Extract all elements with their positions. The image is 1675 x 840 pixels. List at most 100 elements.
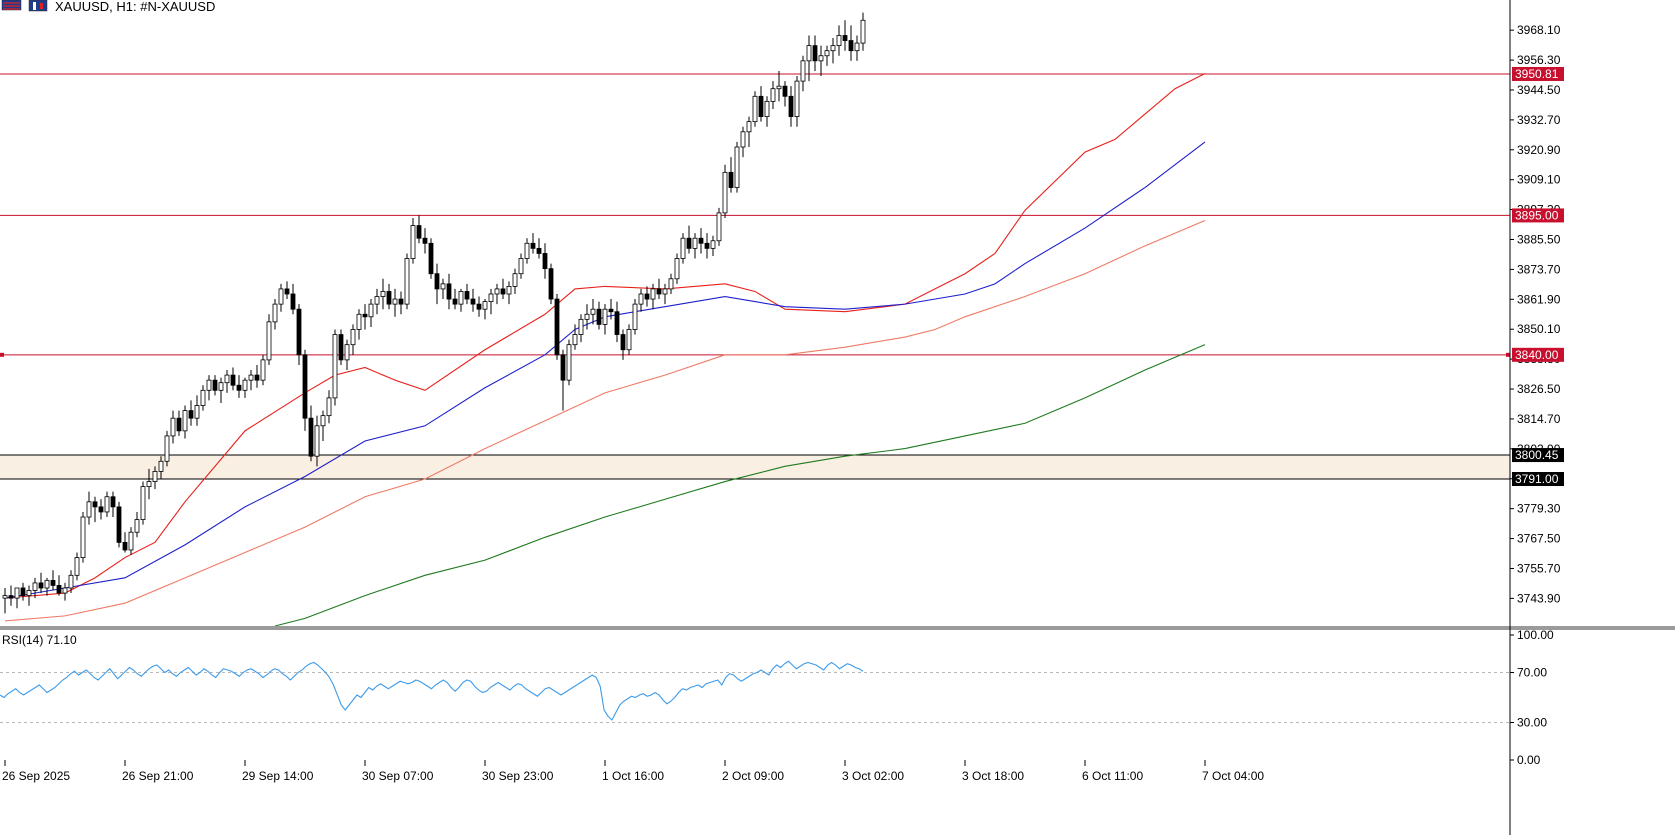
candle	[680, 233, 686, 264]
bullish-candle-body	[206, 379, 212, 391]
bearish-candle-body	[656, 288, 662, 295]
rsi-label: RSI(14) 71.10	[2, 633, 77, 647]
candle	[158, 456, 164, 480]
candle	[488, 288, 494, 315]
bearish-candle-body	[542, 253, 548, 270]
bullish-candle-body	[584, 313, 590, 320]
level-handle-left[interactable]	[0, 352, 4, 357]
bearish-candle-body	[8, 595, 14, 599]
candle	[428, 238, 434, 279]
candle	[614, 301, 620, 343]
time-tick-label: 6 Oct 11:00	[1082, 769, 1143, 783]
candle	[152, 466, 158, 490]
price-tick-label: 3779.30	[1517, 502, 1561, 516]
time-tick-label: 30 Sep 07:00	[362, 769, 434, 783]
bearish-candle-body	[428, 242, 434, 275]
price-tick-label: 3767.50	[1517, 532, 1561, 546]
candle	[446, 273, 452, 310]
rsi-tick-label: 70.00	[1517, 666, 1547, 680]
bullish-candle-body	[836, 35, 842, 47]
time-tick-label: 2 Oct 09:00	[722, 769, 784, 783]
bearish-candle-body	[254, 374, 260, 381]
candle	[470, 288, 476, 312]
moving-average-line-0	[4, 73, 1206, 599]
bearish-candle-body	[422, 237, 428, 244]
bearish-candle-body	[788, 95, 794, 117]
bullish-candle-body	[674, 258, 680, 280]
bullish-candle-body	[32, 582, 38, 591]
candle	[68, 570, 74, 594]
candle	[788, 86, 794, 127]
bearish-candle-body	[536, 247, 542, 254]
candle	[314, 415, 320, 467]
chart-header: XAUUSD, H1: #N-XAUUSD	[1, 0, 215, 14]
price-tick-label: 3755.70	[1517, 561, 1561, 575]
candle	[98, 499, 104, 520]
candle	[566, 339, 572, 386]
zone-price-label: 3800.45	[1515, 448, 1559, 462]
candle	[296, 304, 302, 365]
candle	[272, 299, 278, 330]
bearish-candle-body	[452, 298, 458, 305]
time-tick-label: 26 Sep 2025	[2, 769, 70, 783]
bullish-candle-body	[104, 496, 110, 513]
candle	[458, 288, 464, 312]
time-tick-label: 7 Oct 04:00	[1202, 769, 1264, 783]
bearish-candle-body	[560, 354, 566, 381]
bullish-candle-body	[650, 288, 656, 300]
candle	[62, 582, 68, 601]
bullish-candle-body	[260, 359, 266, 381]
bullish-candle-body	[524, 242, 530, 259]
bullish-candle-body	[242, 379, 248, 391]
price-tick-label: 3861.90	[1517, 292, 1561, 306]
candle	[140, 481, 146, 525]
bearish-candle-body	[620, 334, 626, 351]
bearish-candle-body	[236, 384, 242, 391]
candle	[476, 296, 482, 317]
candle	[722, 164, 728, 218]
bullish-candle-body	[626, 329, 632, 351]
candle	[56, 575, 62, 596]
bullish-candle-body	[518, 258, 524, 275]
bearish-candle-body	[548, 268, 554, 300]
candle	[500, 278, 506, 300]
bullish-candle-body	[482, 301, 488, 310]
bearish-candle-body	[434, 273, 440, 290]
time-tick-label: 1 Oct 16:00	[602, 769, 664, 783]
candle	[404, 253, 410, 310]
candle	[440, 278, 446, 300]
candle	[806, 35, 812, 82]
bullish-candle-body	[800, 60, 806, 82]
time-tick-label: 3 Oct 02:00	[842, 769, 904, 783]
bearish-candle-body	[614, 311, 620, 335]
candle	[452, 288, 458, 310]
panel-separator[interactable]	[0, 626, 1675, 630]
candle	[818, 45, 824, 77]
bearish-candle-body	[398, 298, 404, 305]
candle	[128, 527, 134, 556]
price-tick-label: 3885.50	[1517, 233, 1561, 247]
candle	[392, 288, 398, 317]
candle	[182, 405, 188, 439]
candle	[122, 532, 128, 553]
candle	[524, 238, 530, 264]
candle	[758, 86, 764, 122]
price-tick-label: 3909.10	[1517, 173, 1561, 187]
candle	[398, 291, 404, 315]
candle	[602, 304, 608, 335]
candle	[38, 572, 44, 594]
price-tick-label: 3944.50	[1517, 83, 1561, 97]
price-zone	[0, 454, 1510, 480]
bullish-candle-body	[410, 225, 416, 259]
level-handle-right[interactable]	[1506, 352, 1510, 357]
bullish-candle-body	[74, 557, 80, 576]
bullish-candle-body	[182, 410, 188, 432]
bullish-candle-body	[722, 171, 728, 214]
bearish-candle-body	[230, 374, 236, 386]
bearish-candle-body	[98, 506, 104, 513]
candle	[2, 587, 8, 614]
candle	[74, 552, 80, 581]
candle	[530, 233, 536, 254]
bearish-candle-body	[296, 308, 302, 356]
